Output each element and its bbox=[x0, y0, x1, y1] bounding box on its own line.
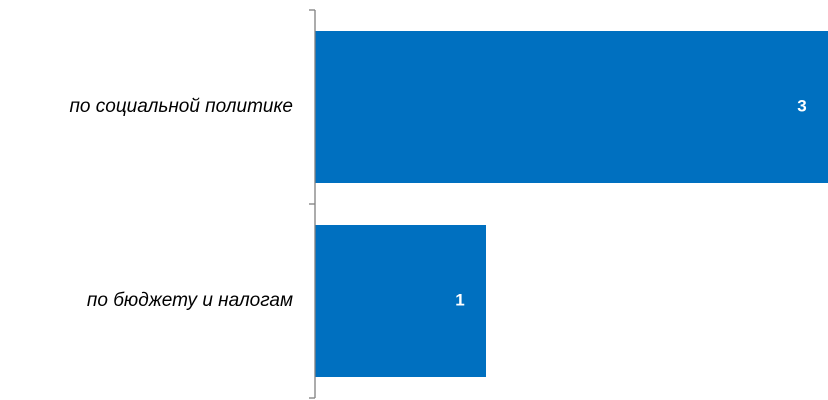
category-label-2: по бюджету и налогам bbox=[87, 290, 293, 311]
data-label-1: 3 bbox=[797, 96, 806, 115]
category-label-1: по социальной политике bbox=[69, 96, 293, 117]
data-label-2: 1 bbox=[455, 290, 464, 309]
bar-1 bbox=[315, 31, 828, 183]
bar-2 bbox=[315, 225, 486, 377]
